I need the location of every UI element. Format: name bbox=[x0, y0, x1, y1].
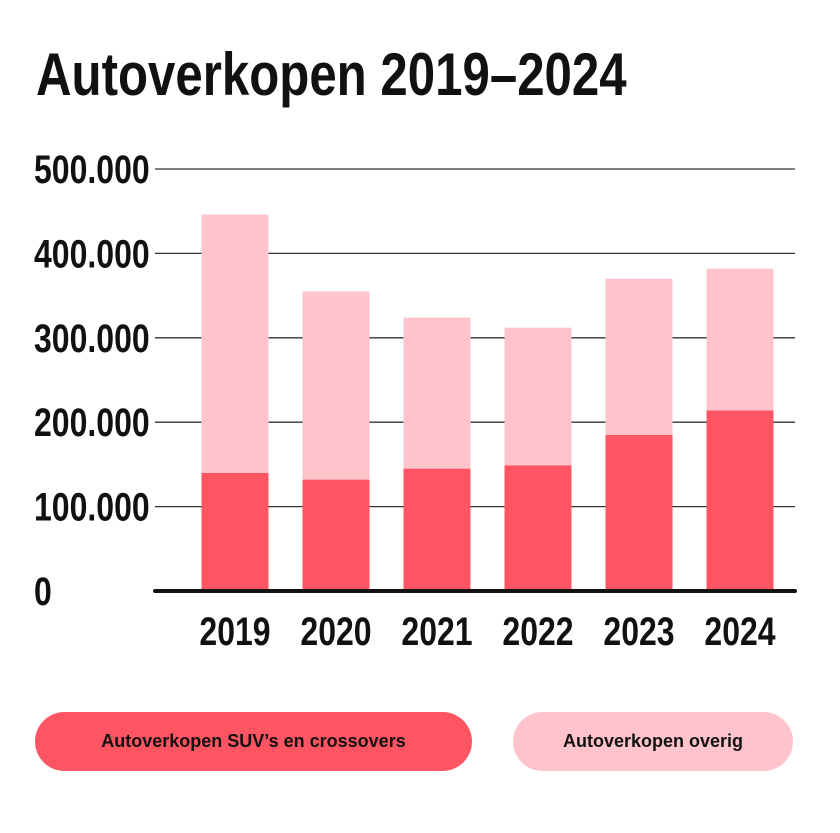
y-tick-group: 200.000 bbox=[34, 400, 150, 445]
bar-suv-2020 bbox=[302, 479, 370, 591]
y-tick-label: 200.000 bbox=[34, 400, 150, 445]
y-tick-group: 300.000 bbox=[34, 315, 150, 360]
y-tick-group: 100.000 bbox=[34, 484, 150, 529]
legend-label: Autoverkopen overig bbox=[562, 731, 744, 751]
bar-overig-2023 bbox=[605, 278, 673, 435]
x-tick-label: 2020 bbox=[300, 609, 371, 654]
y-tick-label: 100.000 bbox=[34, 484, 150, 529]
y-tick-group: 400.000 bbox=[34, 231, 150, 276]
bar-suv-2021 bbox=[403, 468, 471, 591]
x-tick-group: 2020 bbox=[300, 609, 371, 654]
x-tick-group: 2023 bbox=[603, 609, 674, 654]
y-tick-label: 400.000 bbox=[34, 231, 150, 276]
x-tick-label: 2021 bbox=[401, 609, 472, 654]
x-tick-group: 2024 bbox=[704, 609, 775, 654]
bar-overig-2019 bbox=[201, 214, 269, 473]
x-tick-label: 2023 bbox=[603, 609, 674, 654]
x-tick-group: 2021 bbox=[401, 609, 472, 654]
bar-overig-2021 bbox=[403, 317, 471, 469]
y-tick-group: 500.000 bbox=[34, 147, 150, 192]
bar-overig-2022 bbox=[504, 327, 572, 466]
y-tick-label: 300.000 bbox=[34, 315, 150, 360]
bar-suv-2022 bbox=[504, 465, 572, 591]
legend-item-suv: Autoverkopen SUV’s en crossovers bbox=[35, 712, 472, 771]
x-tick-label: 2019 bbox=[199, 609, 270, 654]
bar-suv-2024 bbox=[706, 410, 774, 591]
y-tick-label: 0 bbox=[34, 569, 52, 614]
y-tick-label: 500.000 bbox=[34, 147, 150, 192]
x-tick-group: 2019 bbox=[199, 609, 270, 654]
x-tick-label: 2022 bbox=[502, 609, 573, 654]
bar-overig-2024 bbox=[706, 268, 774, 411]
y-tick-group: 0 bbox=[34, 569, 52, 614]
bar-overig-2020 bbox=[302, 291, 370, 480]
bar-suv-2019 bbox=[201, 472, 269, 591]
x-tick-group: 2022 bbox=[502, 609, 573, 654]
chart-title: Autoverkopen 2019–2024 bbox=[36, 40, 627, 108]
bar-suv-2023 bbox=[605, 434, 673, 591]
x-tick-label: 2024 bbox=[704, 609, 775, 654]
legend-item-overig: Autoverkopen overig bbox=[513, 712, 793, 771]
legend-label: Autoverkopen SUV’s en crossovers bbox=[101, 731, 406, 751]
